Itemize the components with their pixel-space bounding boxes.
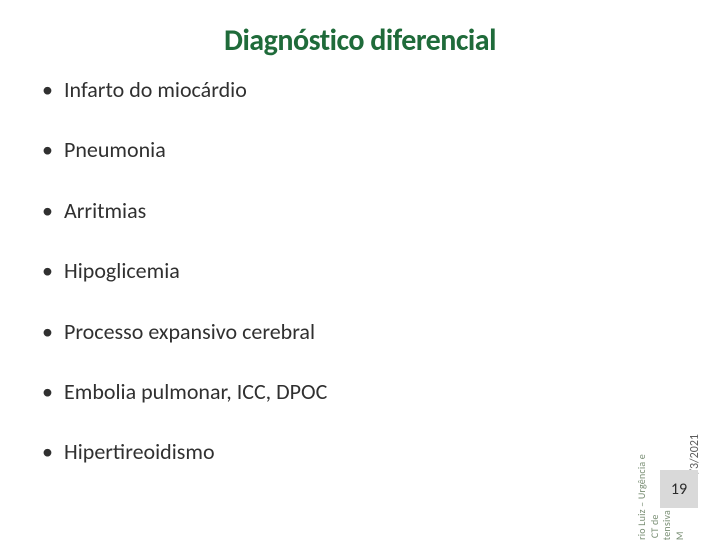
bullet-text: Hipoglicemia — [64, 257, 180, 284]
slide-title: Diagnóstico diferencial — [0, 0, 720, 77]
bullet-item: Arritmias — [42, 198, 720, 224]
bullet-item: Hipertireoidismo — [42, 439, 720, 465]
bullet-list: Infarto do miocárdio Pneumonia Arritmias… — [42, 77, 720, 466]
bullet-text: Embolia pulmonar, ICC, DPOC — [64, 378, 327, 405]
bullet-item: Processo expansivo cerebral — [42, 319, 720, 345]
bullet-text: Pneumonia — [64, 136, 166, 163]
bullet-item: Embolia pulmonar, ICC, DPOC — [42, 379, 720, 405]
bullet-text: Hipertireoidismo — [64, 438, 215, 465]
page-number-badge: 19 — [660, 470, 698, 508]
bullet-item: Infarto do miocárdio — [42, 77, 720, 103]
page-number: 19 — [671, 480, 687, 499]
bullet-text: Infarto do miocárdio — [64, 76, 247, 103]
bullet-item: Hipoglicemia — [42, 258, 720, 284]
bullet-text: Processo expansivo cerebral — [64, 318, 315, 345]
bullet-text: Arritmias — [64, 197, 146, 224]
slide-body: Infarto do miocárdio Pneumonia Arritmias… — [0, 77, 720, 540]
slide: Diagnóstico diferencial Infarto do miocá… — [0, 0, 720, 540]
side-line: Prof. Dr. Mário Luiz – Urgência e — [636, 454, 649, 540]
bullet-item: Pneumonia — [42, 137, 720, 163]
